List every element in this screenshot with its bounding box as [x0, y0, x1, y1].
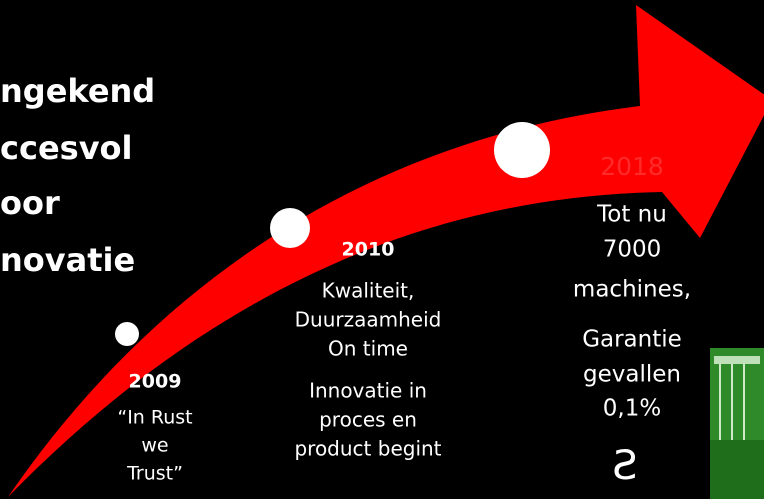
slide: ngekend ccesvol oor novatie 2009 “In Rust we Tr…: [0, 0, 764, 499]
milestone-text: gevallen: [583, 362, 681, 388]
milestone-year: 2009: [129, 371, 182, 393]
milestone-dot: [115, 322, 139, 346]
milestone-text: product begint: [294, 437, 441, 461]
milestone-text: “In Rust: [117, 407, 192, 429]
milestone-text: Kwaliteit,: [322, 279, 415, 303]
machine-photo: [710, 348, 764, 499]
title-line: oor: [0, 184, 60, 222]
milestone-dot: [494, 122, 550, 178]
milestone-dot: [270, 208, 310, 248]
milestone-text: we: [141, 435, 168, 457]
milestone-text: proces en: [319, 408, 417, 432]
milestone-year: 2010: [342, 239, 395, 261]
milestone-text: Tot nu: [596, 202, 667, 228]
symbol: Ƨ: [612, 443, 637, 489]
title-line: novatie: [0, 241, 135, 279]
title-line: ngekend: [0, 72, 155, 110]
milestone-text: Innovatie in: [309, 379, 427, 403]
milestone-text: machines,: [573, 277, 691, 303]
milestone-text: Duurzaamheid: [295, 308, 442, 332]
milestone-year: 2018: [600, 152, 664, 181]
milestone-text: 0,1%: [603, 396, 661, 422]
title-line: ccesvol: [0, 129, 133, 167]
milestone-text: Trust”: [126, 463, 183, 485]
milestone-text: 7000: [603, 237, 662, 263]
milestone-text: On time: [328, 337, 408, 361]
milestone-text: Garantie: [582, 327, 682, 353]
